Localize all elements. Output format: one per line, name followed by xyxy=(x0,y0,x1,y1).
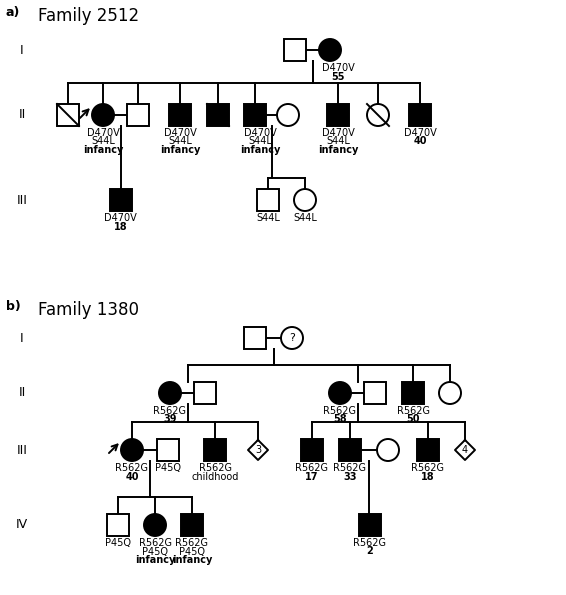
Bar xyxy=(301,439,323,461)
Text: P45Q: P45Q xyxy=(179,546,205,556)
Circle shape xyxy=(144,514,166,536)
Text: R562G: R562G xyxy=(397,406,430,416)
Text: 50: 50 xyxy=(406,415,420,424)
Bar xyxy=(364,382,386,404)
Text: a): a) xyxy=(6,6,20,19)
Bar xyxy=(409,104,431,126)
Bar xyxy=(327,104,349,126)
Text: infancy: infancy xyxy=(83,145,123,155)
Circle shape xyxy=(377,439,399,461)
Bar xyxy=(204,439,226,461)
Circle shape xyxy=(439,382,461,404)
Bar xyxy=(57,104,79,126)
Text: S44L: S44L xyxy=(168,136,192,146)
Text: D470V: D470V xyxy=(104,213,137,223)
Text: S44L: S44L xyxy=(326,136,350,146)
Text: infancy: infancy xyxy=(172,555,212,565)
Text: D470V: D470V xyxy=(243,128,276,138)
Polygon shape xyxy=(455,440,475,460)
Text: R562G: R562G xyxy=(115,463,148,473)
Text: 18: 18 xyxy=(421,471,435,481)
Text: 33: 33 xyxy=(343,471,357,481)
Text: S44L: S44L xyxy=(91,136,115,146)
Circle shape xyxy=(319,39,341,61)
Text: 2: 2 xyxy=(367,546,374,556)
Bar xyxy=(181,514,203,536)
Bar xyxy=(127,104,149,126)
Text: S44L: S44L xyxy=(293,213,317,223)
Circle shape xyxy=(121,439,143,461)
Text: D470V: D470V xyxy=(404,128,436,138)
Circle shape xyxy=(277,104,299,126)
Text: S44L: S44L xyxy=(248,136,272,146)
Bar xyxy=(244,104,266,126)
Text: R562G: R562G xyxy=(139,538,171,548)
Text: D470V: D470V xyxy=(321,128,354,138)
Text: 17: 17 xyxy=(305,471,319,481)
Text: infancy: infancy xyxy=(240,145,280,155)
Text: P45Q: P45Q xyxy=(142,546,168,556)
Text: R562G: R562G xyxy=(199,463,231,473)
Text: I: I xyxy=(20,331,24,345)
Text: S44L: S44L xyxy=(256,213,280,223)
Bar xyxy=(417,439,439,461)
Text: infancy: infancy xyxy=(318,145,358,155)
Bar xyxy=(244,327,266,349)
Text: I: I xyxy=(20,43,24,57)
Text: 40: 40 xyxy=(413,136,427,146)
Bar xyxy=(359,514,381,536)
Text: R562G: R562G xyxy=(175,538,208,548)
Bar xyxy=(339,439,361,461)
Text: II: II xyxy=(18,387,25,399)
Text: II: II xyxy=(18,108,25,121)
Circle shape xyxy=(329,382,351,404)
Text: 55: 55 xyxy=(331,71,345,82)
Text: R562G: R562G xyxy=(411,463,444,473)
Polygon shape xyxy=(248,440,268,460)
Text: R562G: R562G xyxy=(333,463,367,473)
Text: D470V: D470V xyxy=(321,63,354,73)
Bar xyxy=(257,189,279,211)
Text: 3: 3 xyxy=(255,445,261,455)
Text: b): b) xyxy=(6,300,21,313)
Text: P45Q: P45Q xyxy=(155,463,181,473)
Text: R562G: R562G xyxy=(324,406,357,416)
Bar xyxy=(284,39,306,61)
Circle shape xyxy=(367,104,389,126)
Text: R562G: R562G xyxy=(295,463,328,473)
Circle shape xyxy=(92,104,114,126)
Text: D470V: D470V xyxy=(87,128,119,138)
Text: R562G: R562G xyxy=(354,538,387,548)
Text: Family 2512: Family 2512 xyxy=(38,7,139,25)
Bar xyxy=(194,382,216,404)
Text: 39: 39 xyxy=(163,415,177,424)
Circle shape xyxy=(281,327,303,349)
Text: 18: 18 xyxy=(114,221,127,231)
Bar xyxy=(107,514,129,536)
Text: childhood: childhood xyxy=(191,471,239,481)
Bar xyxy=(169,104,191,126)
Text: 4: 4 xyxy=(462,445,468,455)
Bar xyxy=(207,104,229,126)
Text: III: III xyxy=(16,193,27,206)
Bar xyxy=(109,189,131,211)
Text: 58: 58 xyxy=(333,415,347,424)
Text: infancy: infancy xyxy=(135,555,175,565)
Text: III: III xyxy=(16,443,27,456)
Circle shape xyxy=(294,189,316,211)
Bar xyxy=(402,382,424,404)
Text: P45Q: P45Q xyxy=(105,538,131,548)
Bar xyxy=(157,439,179,461)
Text: ?: ? xyxy=(289,333,295,343)
Text: D470V: D470V xyxy=(164,128,196,138)
Text: Family 1380: Family 1380 xyxy=(38,301,139,319)
Text: infancy: infancy xyxy=(160,145,200,155)
Text: 40: 40 xyxy=(125,471,139,481)
Text: R562G: R562G xyxy=(153,406,187,416)
Circle shape xyxy=(159,382,181,404)
Text: IV: IV xyxy=(16,518,28,531)
